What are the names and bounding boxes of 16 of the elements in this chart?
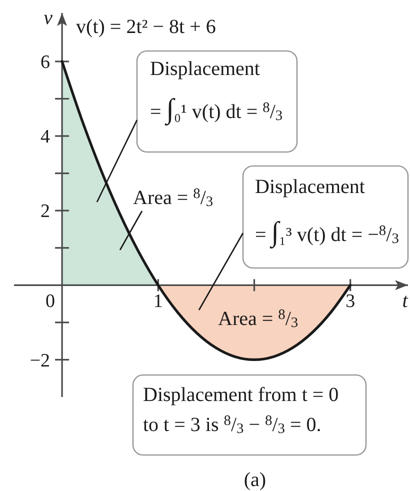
annotation: Area = $^{8}$/$_{3}$ — [218, 306, 298, 332]
x-tick-label: 1 — [153, 291, 163, 312]
chart-title: v(t) = 2t² − 8t + 6 — [76, 16, 216, 38]
y-tick-label: −2 — [30, 350, 50, 372]
text: (a) — [244, 469, 266, 491]
x-tick-label: 0 — [46, 291, 56, 312]
text: Displacement from t = 0 to t = 3 is $^{8}$/$_{3}$ − $^{8}$/$_{3}$ = 0. — [143, 384, 339, 438]
x-axis-title: t — [402, 290, 408, 312]
x-tick-label: 3 — [346, 291, 356, 312]
y-tick-label: 6 — [40, 52, 50, 74]
y-axis-title: v — [44, 7, 53, 29]
y-tick-label: 2 — [40, 201, 50, 222]
annotation: Displacement = ∫₀¹ v(t) dt = $^{8}$/$_{3}$ — [150, 58, 283, 126]
y-tick-label: 4 — [40, 126, 51, 148]
text: Displacement = ∫₁³ v(t) dt = −$^{8}$/$_{3}$ — [255, 176, 399, 248]
annotation: Area = $^{8}$/$_{3}$ — [133, 186, 214, 210]
